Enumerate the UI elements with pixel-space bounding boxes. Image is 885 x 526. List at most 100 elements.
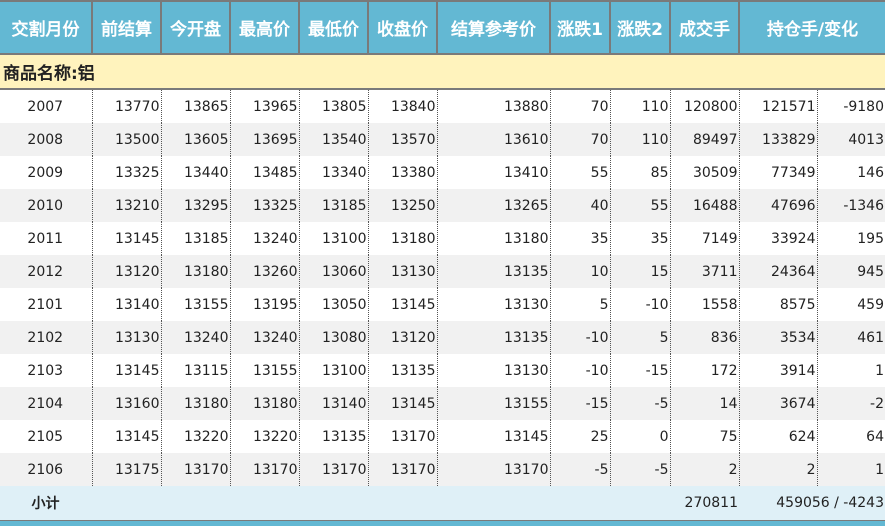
table-cell: 13500 <box>91 123 161 156</box>
table-cell: 2008 <box>0 123 92 156</box>
table-cell: 2011 <box>27 230 64 247</box>
table-cell: 13170 <box>160 453 230 486</box>
table-cell: 4013 <box>816 123 885 156</box>
table-cell: 459 <box>816 288 885 321</box>
table-cell: 13295 <box>160 189 230 222</box>
table-row[interactable]: 2104 13160 13180 13180 13140 13145 13155 -15 -5 1… <box>0 387 885 420</box>
subtotal-open-interest: 459056 / -4243 <box>739 486 885 523</box>
table-row[interactable]: 2102 13130 13240 13240 13080 13120 13135 -10 5 83… <box>0 321 885 354</box>
table-cell: 13325 <box>91 156 161 189</box>
column-header[interactable]: 涨跌1 <box>549 2 610 55</box>
table-cell: 13185 <box>160 222 230 255</box>
table-cell: 13170 <box>367 453 437 486</box>
table-cell: 13145 <box>367 288 437 321</box>
table-cell: 13100 <box>298 354 368 387</box>
table-cell: 2010 <box>0 189 92 222</box>
column-header[interactable]: 收盘价 <box>367 2 437 55</box>
table-row[interactable]: 2012 13120 13180 13260 13060 13130 13135 10 15 37… <box>0 255 885 288</box>
table-row[interactable]: 2007 13770 13865 13965 13805 13840 13880 70 110 1… <box>0 89 885 123</box>
table-cell: 13540 <box>298 123 368 156</box>
subtotal-row: 小计 270811 459056 / -4243 <box>0 486 885 523</box>
table-cell: 133829 <box>738 123 817 156</box>
table-cell: 13180 <box>367 222 437 255</box>
table-cell: 13080 <box>298 321 368 354</box>
table-cell: 13210 <box>91 189 161 222</box>
table-cell: 70 <box>549 123 610 156</box>
table-cell: 13145 <box>367 387 437 420</box>
table-cell: 55 <box>609 189 670 222</box>
table-cell: 3914 <box>738 354 817 387</box>
table-cell: 13130 <box>436 354 550 387</box>
table-cell: 13145 <box>91 222 161 255</box>
table-cell: 13440 <box>160 156 230 189</box>
product-name: 商品名称:铝 <box>0 54 885 90</box>
table-cell: 55 <box>549 156 610 189</box>
subtotal-label: 小计 <box>0 486 92 523</box>
table-cell: -5 <box>549 453 610 486</box>
column-header[interactable]: 今开盘 <box>160 2 230 55</box>
column-header[interactable]: 最高价 <box>229 2 299 55</box>
table-cell: 8575 <box>738 288 817 321</box>
table-cell: 7149 <box>669 222 739 255</box>
table-cell: 13160 <box>91 387 161 420</box>
column-header[interactable]: 前结算 <box>91 2 161 55</box>
table-cell: 13170 <box>229 453 299 486</box>
table-cell: 13265 <box>436 189 550 222</box>
column-header[interactable]: 结算参考价 <box>436 2 550 55</box>
table-cell: 13130 <box>436 288 550 321</box>
column-header[interactable]: 最低价 <box>298 2 368 55</box>
table-cell: 3534 <box>738 321 817 354</box>
header-row: 交割月份 前结算 今开盘 最高价 最低价 收盘价 结算参考价 涨跌1 涨跌2 成交手 持仓手/变化 <box>0 2 885 55</box>
table-cell: 13135 <box>436 321 550 354</box>
table-cell: -15 <box>549 387 610 420</box>
table-cell: -10 <box>549 354 610 387</box>
table-row[interactable]: 2008 13500 13605 13695 13540 13570 13610 70 110 8… <box>0 123 885 156</box>
table-row[interactable]: 2106 13175 13170 13170 13170 13170 13170 -5 -5 2 2… <box>0 453 885 486</box>
table-cell: 13865 <box>160 89 230 123</box>
table-cell: 1 <box>816 453 885 486</box>
table-cell: 30509 <box>669 156 739 189</box>
table-cell: 13170 <box>298 453 368 486</box>
table-cell: 70 <box>549 89 610 123</box>
table-cell: 2 <box>669 453 739 486</box>
table-cell: 2 <box>738 453 817 486</box>
table-cell: 35 <box>549 222 610 255</box>
table-cell: 2102 <box>0 321 92 354</box>
table-cell: 13570 <box>367 123 437 156</box>
table-cell: 2009 <box>27 164 64 181</box>
column-header[interactable]: 涨跌2 <box>609 2 670 55</box>
table-cell: 13120 <box>367 321 437 354</box>
table-cell: 461 <box>816 321 885 354</box>
table-cell: 13240 <box>229 222 299 255</box>
table-cell: 2105 <box>27 428 64 445</box>
column-header[interactable]: 持仓手/变化 <box>738 2 885 55</box>
table-cell: 13135 <box>367 354 437 387</box>
column-header[interactable]: 交割月份 <box>0 2 92 55</box>
table-cell: 13155 <box>160 288 230 321</box>
table-cell: 13170 <box>367 420 437 453</box>
table-row[interactable]: 2101 13140 13155 13195 13050 13145 13130 5 -10 15… <box>0 288 885 321</box>
table-cell: 47696 <box>738 189 817 222</box>
column-header[interactable]: 成交手 <box>669 2 739 55</box>
table-cell: 13130 <box>91 321 161 354</box>
table-cell: 13840 <box>367 89 437 123</box>
table-row[interactable]: 2010 13210 13295 13325 13185 13250 13265 40 55 16… <box>0 189 885 222</box>
table-cell: 13180 <box>229 387 299 420</box>
table-cell: 14 <box>669 387 739 420</box>
table-cell: 13250 <box>367 189 437 222</box>
table-row[interactable]: 2105 13145 13220 13220 13135 13170 13145 25 0 75 6… <box>0 420 885 453</box>
table-cell: 121571 <box>738 89 817 123</box>
subtotal-volume: 270811 <box>670 486 739 523</box>
table-cell: 146 <box>816 156 885 189</box>
table-cell: 2007 <box>27 98 64 115</box>
table-cell: 2104 <box>0 387 92 420</box>
table-row[interactable]: 2009 13325 13440 13485 13340 13380 13410 55 85 30… <box>0 156 885 189</box>
table-cell: 13130 <box>367 255 437 288</box>
table-cell: 13240 <box>229 321 299 354</box>
table-cell: -15 <box>609 354 670 387</box>
table-cell: 13965 <box>229 89 299 123</box>
table-cell: 836 <box>669 321 739 354</box>
table-cell: 172 <box>669 354 739 387</box>
table-row[interactable]: 2103 13145 13115 13155 13100 13135 13130 -10 -15… <box>0 354 885 387</box>
table-row[interactable]: 2011 13145 13185 13240 13100 13180 13180 35 35 71… <box>0 222 885 255</box>
